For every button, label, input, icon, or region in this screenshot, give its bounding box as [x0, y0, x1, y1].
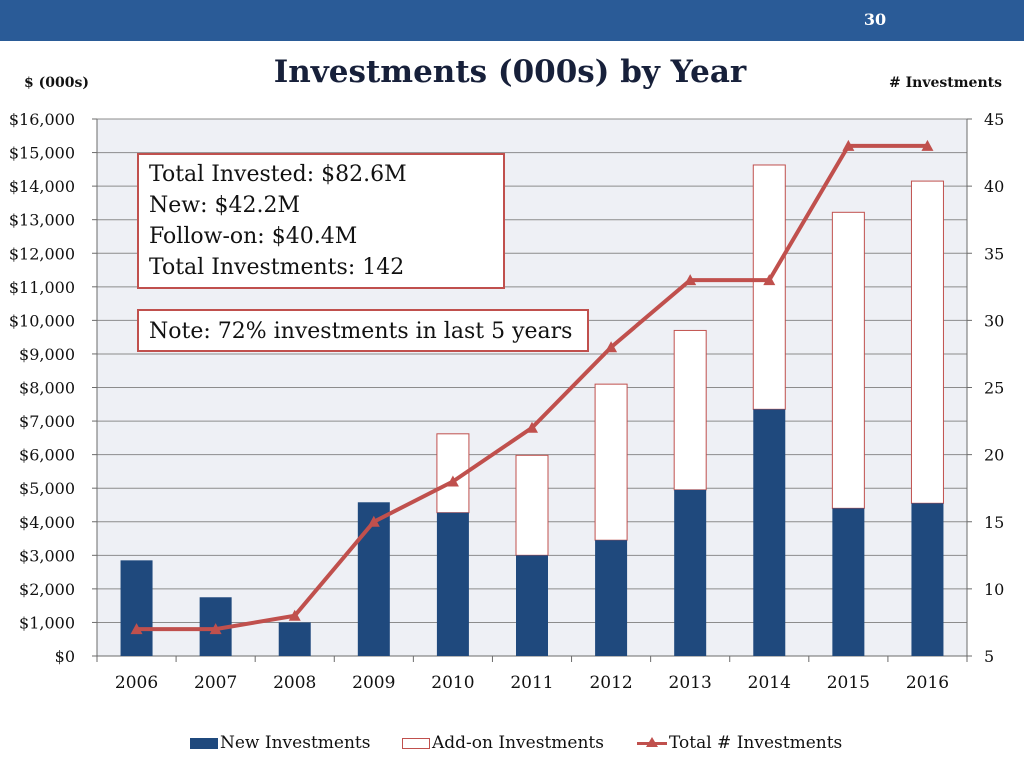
legend-swatch-total [637, 736, 667, 749]
line-point [367, 515, 380, 527]
legend-swatch-new [190, 737, 218, 749]
bar-new [516, 555, 548, 656]
x-tick-label: 2013 [669, 673, 712, 693]
bar-addon [594, 383, 628, 541]
y2-tick-label: 25 [984, 379, 1004, 398]
line-point [446, 475, 459, 487]
line-point [763, 274, 776, 286]
bar-addon [910, 180, 944, 504]
line-point [842, 139, 855, 151]
y-tick-label: $16,000 [9, 110, 75, 129]
y-tick-label: $5,000 [19, 479, 75, 498]
line-point [921, 139, 934, 151]
summary-callout: Total Invested: $82.6M New: $42.2M Follo… [137, 153, 505, 289]
summary-follow-on: Follow-on: $40.4M [149, 224, 358, 249]
bar-new [357, 502, 390, 656]
y-tick-label: $4,000 [19, 513, 75, 532]
y-tick-label: $13,000 [9, 211, 75, 230]
y-tick-label: $2,000 [19, 580, 75, 599]
line-point [209, 623, 222, 635]
bar-addon [515, 454, 549, 556]
bar-addon [673, 329, 707, 491]
y-tick-label: $15,000 [9, 144, 75, 163]
legend-label-addon: Add-on Investments [432, 733, 604, 753]
y-tick-label: $3,000 [19, 546, 75, 565]
summary-total-invested: Total Invested: $82.6M [149, 162, 407, 187]
y2-tick-label: 15 [984, 513, 1004, 532]
line-point [605, 341, 618, 353]
y-tick-label: $7,000 [19, 412, 75, 431]
y-tick-label: $12,000 [9, 244, 75, 263]
bar-new [120, 560, 153, 656]
bar-new [753, 409, 786, 656]
chart-legend: New Investments Add-on Investments Total… [0, 733, 1024, 755]
x-tick-label: 2010 [431, 673, 474, 693]
x-tick-label: 2011 [510, 673, 553, 693]
x-tick-label: 2007 [194, 673, 237, 693]
x-tick-label: 2012 [589, 673, 632, 693]
bar-new [436, 512, 469, 656]
legend-label-new: New Investments [220, 733, 371, 753]
y-tick-label: $0 [55, 647, 75, 666]
legend-item-total: Total # Investments [637, 733, 842, 753]
y-tick-label: $6,000 [19, 446, 75, 465]
x-tick-label: 2009 [352, 673, 395, 693]
bar-new [595, 540, 628, 656]
y-tick-label: $14,000 [9, 177, 75, 196]
header-bar: 30 [0, 0, 1024, 41]
line-point [288, 609, 301, 621]
legend-label-total: Total # Investments [669, 733, 843, 753]
y-tick-label: $10,000 [9, 311, 75, 330]
note-callout: Note: 72% investments in last 5 years [137, 309, 589, 352]
slide-number: 30 [863, 10, 887, 29]
y2-tick-label: 20 [984, 446, 1004, 465]
x-tick-label: 2016 [906, 673, 949, 693]
bar-addon [752, 164, 786, 410]
bar-new [674, 489, 707, 656]
y2-tick-label: 5 [984, 647, 994, 666]
bar-new [832, 508, 865, 656]
x-tick-label: 2014 [748, 673, 791, 693]
x-tick-label: 2008 [273, 673, 316, 693]
y-tick-label: $1,000 [19, 613, 75, 632]
chart-title: Investments (000s) by Year [273, 54, 747, 90]
bar-new [911, 503, 944, 656]
y2-tick-label: 45 [984, 110, 1004, 129]
y2-tick-label: 40 [984, 177, 1004, 196]
bar-new [278, 622, 311, 656]
bar-addon [831, 211, 865, 509]
right-axis-title: # Investments [889, 75, 1002, 91]
y2-tick-label: 35 [984, 244, 1004, 263]
y-tick-label: $8,000 [19, 379, 75, 398]
legend-item-new: New Investments [190, 733, 370, 753]
y2-tick-label: 10 [984, 580, 1004, 599]
y-tick-label: $11,000 [9, 278, 75, 297]
line-point [684, 274, 697, 286]
line-point [130, 623, 143, 635]
legend-swatch-addon [402, 737, 430, 749]
y2-tick-label: 30 [984, 311, 1004, 330]
legend-item-addon: Add-on Investments [402, 733, 604, 753]
summary-total-investments: Total Investments: 142 [149, 255, 405, 280]
left-axis-title: $ (000s) [24, 75, 89, 91]
note-text: Note: 72% investments in last 5 years [149, 319, 573, 344]
line-point [526, 421, 538, 433]
x-tick-label: 2006 [115, 673, 158, 693]
y-tick-label: $9,000 [19, 345, 75, 364]
x-tick-label: 2015 [827, 673, 870, 693]
summary-new: New: $42.2M [149, 193, 301, 218]
